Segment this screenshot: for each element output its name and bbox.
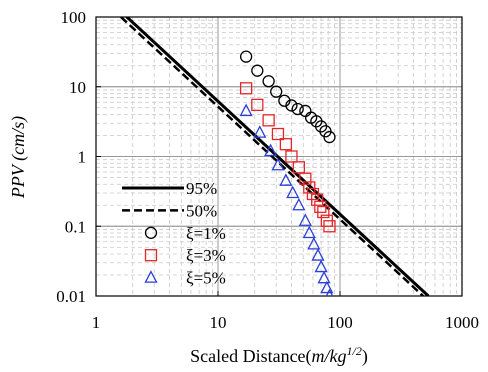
legend-marker-circle (144, 226, 158, 239)
point-triangle (253, 125, 267, 138)
point-triangle (302, 225, 316, 239)
point-square (317, 205, 330, 219)
point-triangle (264, 143, 278, 157)
point-square (311, 193, 324, 206)
x-axis-label-unit: m/kg (312, 346, 347, 366)
point-square (271, 127, 285, 141)
legend-label: ξ=3% (186, 246, 226, 265)
x-axis-label-sup: 1/2 (347, 344, 362, 358)
y-tick-label: 0.1 (65, 217, 86, 236)
x-axis-label-main: Scaled Distance( (190, 346, 311, 367)
point-square (292, 161, 306, 174)
x-tick-labels: 1 10 100 1000 (92, 291, 479, 332)
point-triangle (239, 103, 253, 117)
point-triangle (320, 280, 334, 294)
y-tick-label: 1 (78, 148, 87, 167)
x-tick-label: 1000 (445, 313, 479, 332)
point-triangle (325, 288, 334, 296)
y-tick-label: 100 (61, 8, 87, 27)
point-square (279, 138, 293, 151)
data-points (239, 50, 336, 296)
x-axis-label: Scaled Distance(m/kg1/2) (190, 344, 368, 367)
point-triangle (298, 213, 312, 226)
point-square (262, 114, 275, 127)
point-triangle (307, 236, 321, 250)
point-circle (270, 85, 283, 98)
legend: 95% 50% ξ=1% ξ=3% ξ=5% (122, 179, 226, 288)
point-square (285, 150, 298, 163)
y-tick-label: 10 (69, 78, 86, 97)
legend-marker-triangle (144, 270, 158, 283)
y-axis-label: PPV (cm/s) (8, 116, 29, 199)
point-circle (323, 130, 336, 144)
point-circle (262, 75, 275, 88)
point-triangle (311, 248, 325, 261)
point-circle (251, 64, 264, 77)
legend-marker-square (144, 249, 158, 262)
point-triangle (271, 157, 285, 171)
legend-label: 50% (186, 201, 217, 220)
point-triangle (317, 270, 331, 284)
x-tick-label: 1 (92, 313, 101, 332)
point-square (251, 98, 264, 112)
point-square (239, 82, 253, 95)
point-circle (291, 102, 304, 116)
point-triangle (292, 197, 306, 211)
point-circle (299, 104, 312, 118)
x-tick-label: 100 (327, 313, 353, 332)
y-tick-labels: 0.01 0.1 1 10 100 (56, 8, 101, 306)
point-triangle (314, 259, 328, 273)
point-circle (285, 99, 298, 112)
point-square (303, 181, 316, 194)
point-square (323, 220, 336, 233)
x-axis-label-close: ) (362, 346, 368, 367)
point-triangle (279, 173, 293, 186)
x-tick-label: 10 (210, 313, 227, 332)
y-tick-label: 0.01 (56, 287, 86, 306)
point-circle (239, 50, 253, 63)
legend-label: ξ=5% (186, 269, 226, 288)
legend-label: ξ=1% (186, 224, 226, 243)
point-square (299, 172, 312, 185)
fit-line-2 (120, 17, 424, 296)
point-triangle (286, 185, 300, 199)
legend-label: 95% (186, 179, 217, 198)
